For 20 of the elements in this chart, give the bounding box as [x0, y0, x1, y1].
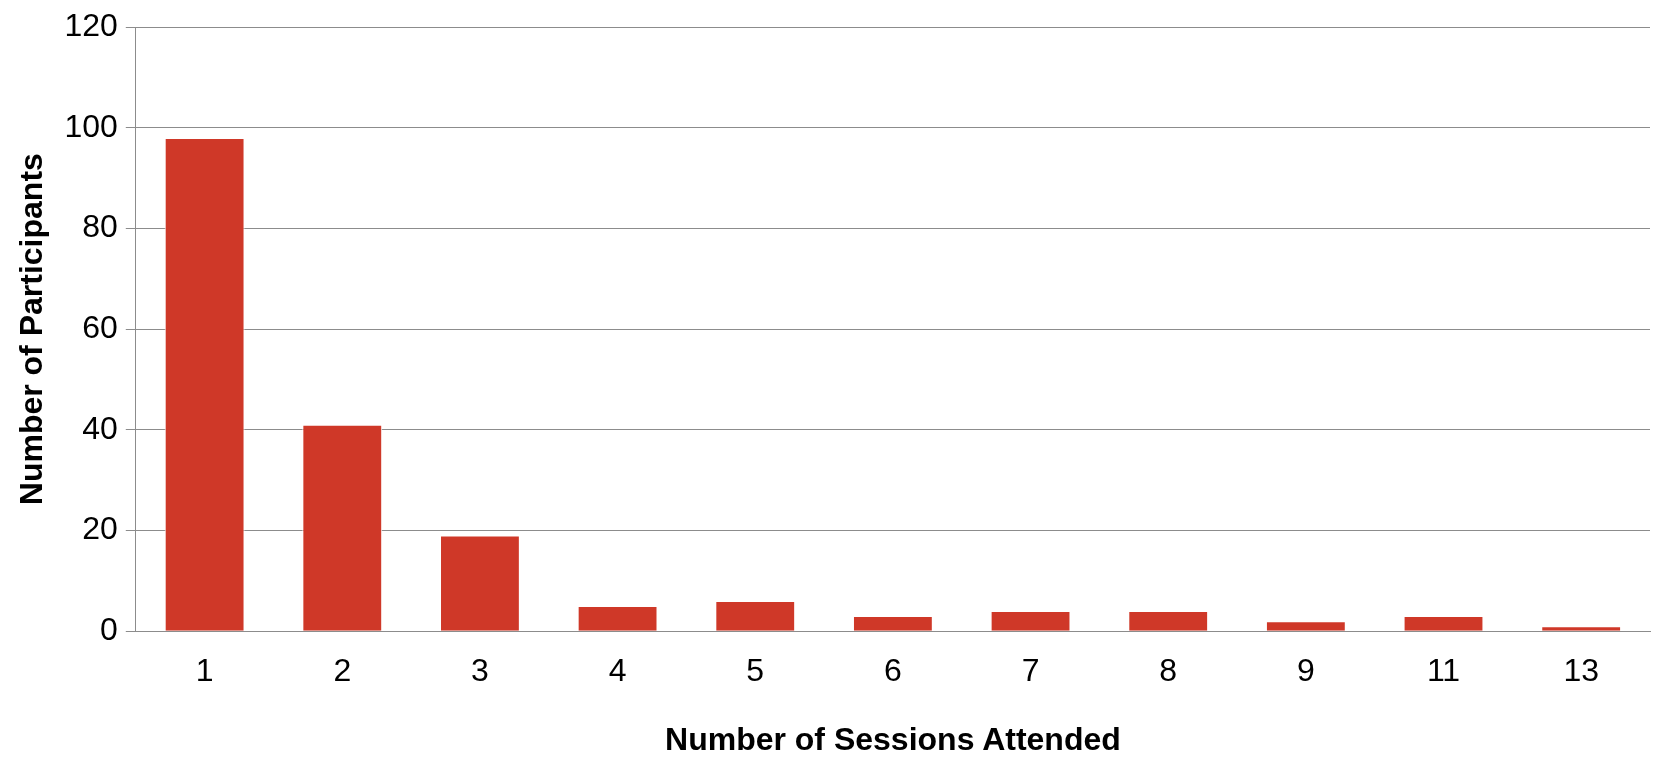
y-tick-label: 120: [64, 7, 118, 44]
x-tick-label: 4: [608, 652, 627, 689]
x-tick-label: 8: [1159, 652, 1178, 689]
x-tick-label: 2: [333, 652, 352, 689]
x-tick-label: 1: [195, 652, 214, 689]
x-tick-label: 7: [1021, 652, 1040, 689]
x-tick-label: 5: [746, 652, 765, 689]
y-tick-label: 40: [82, 409, 118, 446]
x-tick-label: 9: [1296, 652, 1315, 689]
x-tick-label: 13: [1563, 652, 1599, 689]
y-tick-label: 80: [82, 208, 118, 245]
x-tick-label: 6: [884, 652, 902, 689]
x-tick-label: 3: [471, 652, 489, 689]
y-tick-label: 0: [99, 611, 118, 648]
y-tick-label: 100: [64, 107, 118, 144]
y-tick-label: 60: [82, 309, 118, 346]
x-axis-title: Number of Sessions Attended: [665, 720, 1121, 757]
y-tick-label: 20: [82, 510, 118, 547]
x-tick-label: 11: [1426, 652, 1461, 689]
y-axis-title: Number of Participants: [13, 153, 50, 506]
